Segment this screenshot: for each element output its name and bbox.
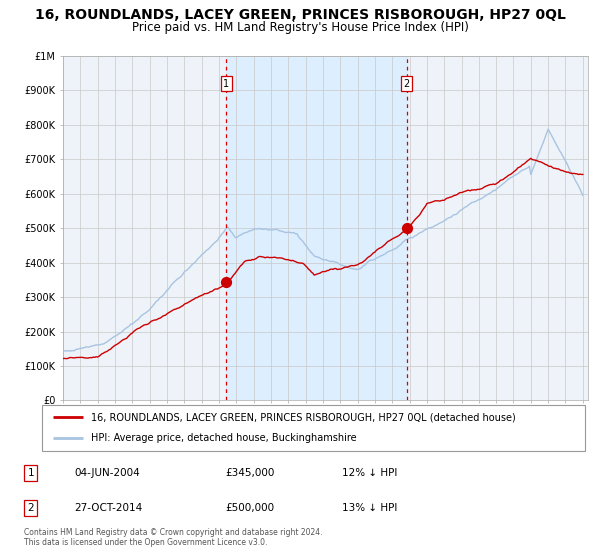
Text: 12% ↓ HPI: 12% ↓ HPI	[342, 468, 397, 478]
Point	[402, 224, 412, 233]
Text: 2: 2	[28, 503, 34, 513]
Text: 16, ROUNDLANDS, LACEY GREEN, PRINCES RISBOROUGH, HP27 0QL: 16, ROUNDLANDS, LACEY GREEN, PRINCES RIS…	[35, 8, 565, 22]
Text: Price paid vs. HM Land Registry's House Price Index (HPI): Price paid vs. HM Land Registry's House …	[131, 21, 469, 34]
Text: 27-OCT-2014: 27-OCT-2014	[74, 503, 142, 513]
Text: 1: 1	[223, 78, 229, 88]
Text: 16, ROUNDLANDS, LACEY GREEN, PRINCES RISBOROUGH, HP27 0QL (detached house): 16, ROUNDLANDS, LACEY GREEN, PRINCES RIS…	[91, 412, 515, 422]
Text: 04-JUN-2004: 04-JUN-2004	[74, 468, 140, 478]
Text: £345,000: £345,000	[225, 468, 274, 478]
Text: 1: 1	[28, 468, 34, 478]
FancyBboxPatch shape	[42, 405, 585, 451]
Bar	[226, 56, 407, 400]
Text: Contains HM Land Registry data © Crown copyright and database right 2024.
This d: Contains HM Land Registry data © Crown c…	[24, 528, 323, 547]
Text: 2: 2	[403, 78, 410, 88]
Text: £500,000: £500,000	[225, 503, 274, 513]
Point	[221, 277, 231, 286]
Text: 13% ↓ HPI: 13% ↓ HPI	[342, 503, 397, 513]
Text: HPI: Average price, detached house, Buckinghamshire: HPI: Average price, detached house, Buck…	[91, 433, 356, 444]
